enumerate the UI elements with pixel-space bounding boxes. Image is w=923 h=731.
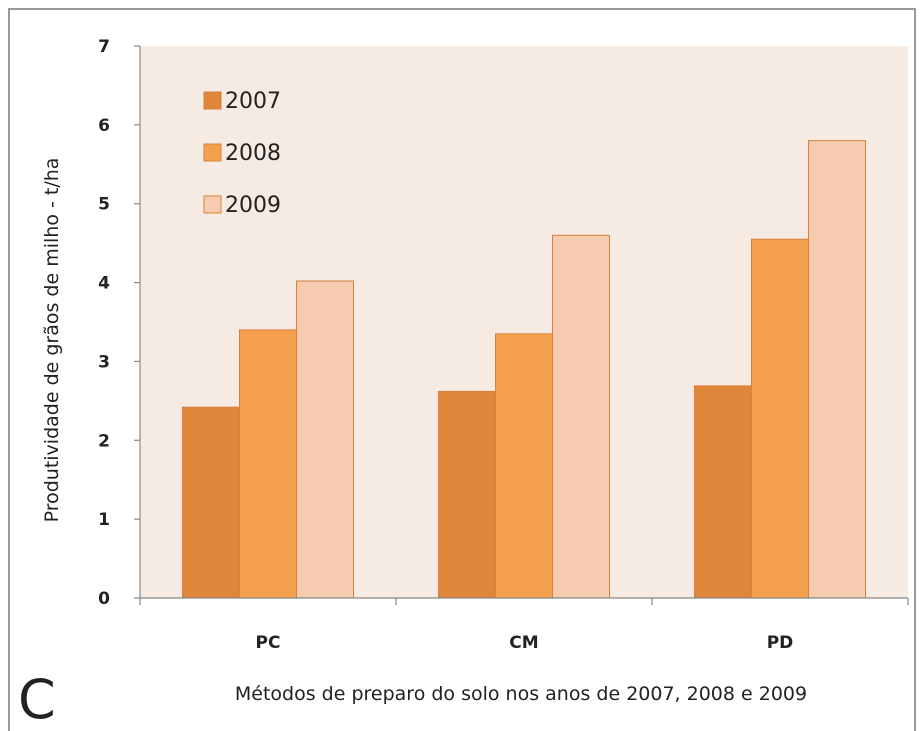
x-tick-label-pc: PC [256,633,281,653]
x-tick-label-pd: PD [767,633,794,653]
bar-pd-2007 [694,385,752,599]
bar-pd-2009 [808,140,866,599]
outer-frame [8,8,916,731]
y-tick-label: 3 [98,352,110,372]
legend-swatch-2009 [203,195,222,214]
legend-label-2008: 2008 [225,141,281,166]
legend-swatch-2008 [203,143,222,162]
y-tick-label: 4 [98,274,110,294]
y-tick-label: 1 [98,510,110,530]
legend-swatch-2007 [203,91,222,110]
bar-pc-2009 [296,280,354,599]
y-tick-label: 6 [98,116,110,136]
bar-pd-2008 [751,238,809,599]
y-tick-label: 5 [98,195,110,215]
y-axis-label: Produtividade de grãos de milho - t/ha [41,158,63,523]
bar-cm-2007 [438,390,496,599]
x-tick-label-cm: CM [509,633,538,653]
y-tick-label: 2 [98,431,110,451]
bar-cm-2008 [495,333,553,599]
bar-pc-2008 [239,329,297,599]
legend-label-2009: 2009 [225,193,281,218]
y-tick-label: 7 [98,37,110,57]
y-tick-label: 0 [98,589,110,609]
bar-cm-2009 [552,234,610,599]
bar-pc-2007 [182,406,240,599]
legend-label-2007: 2007 [225,89,281,114]
panel-letter: C [18,668,56,731]
x-axis-label: Métodos de preparo do solo nos anos de 2… [235,683,807,705]
